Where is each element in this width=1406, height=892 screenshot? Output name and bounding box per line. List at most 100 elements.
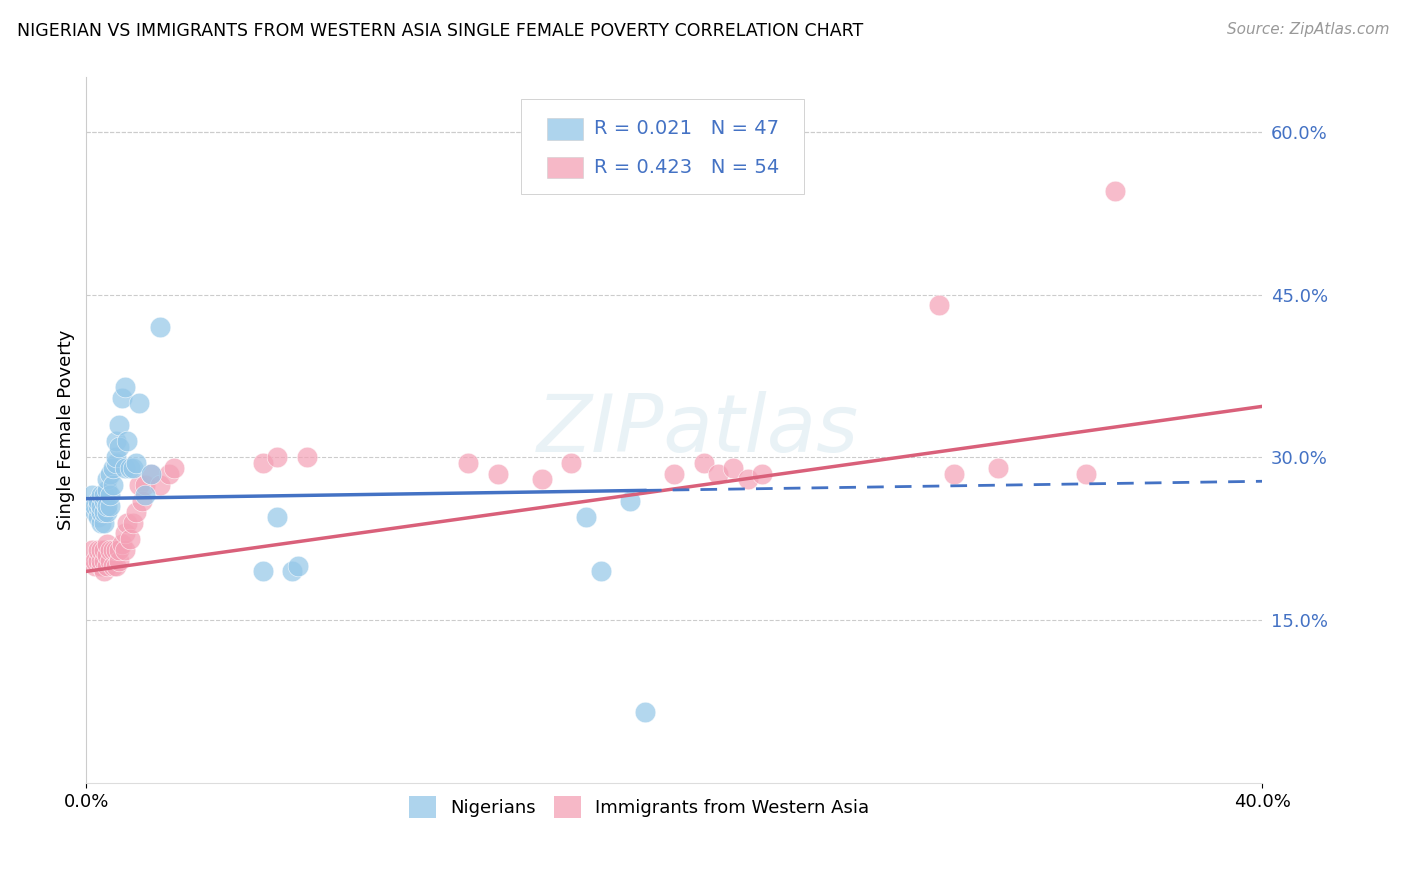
Point (104, 456, 127, 470)
Point (128, 477, 150, 491)
Point (117, 434, 139, 449)
Point (96, 537, 118, 551)
Point (98, 542, 121, 557)
Point (96, 505, 118, 519)
Point (1104, 185, 1126, 199)
Point (101, 461, 124, 475)
Point (252, 456, 274, 470)
Text: R = 0.423   N = 54: R = 0.423 N = 54 (595, 158, 779, 177)
Y-axis label: Single Female Poverty: Single Female Poverty (58, 330, 75, 531)
Point (93, 542, 115, 557)
Point (90, 558, 112, 573)
Point (114, 542, 136, 557)
Point (107, 417, 129, 432)
FancyBboxPatch shape (547, 119, 582, 139)
Point (107, 542, 129, 557)
Point (1074, 467, 1097, 481)
Point (98, 467, 121, 481)
Point (131, 493, 153, 508)
Point (486, 467, 509, 481)
Point (114, 526, 136, 541)
Point (101, 558, 124, 573)
Point (120, 461, 142, 475)
Point (619, 493, 641, 508)
Point (107, 553, 129, 567)
Point (987, 461, 1010, 475)
Point (104, 434, 127, 449)
Point (84, 500, 107, 514)
Point (98, 488, 121, 502)
Point (149, 320, 172, 334)
Point (128, 396, 150, 410)
Point (101, 477, 124, 491)
Point (163, 461, 186, 475)
Point (266, 510, 288, 524)
FancyBboxPatch shape (547, 157, 582, 178)
Point (737, 472, 759, 486)
Point (90, 516, 112, 530)
Point (96, 500, 118, 514)
Point (84, 505, 107, 519)
Point (90, 553, 112, 567)
Point (87, 553, 110, 567)
Point (114, 461, 136, 475)
Text: NIGERIAN VS IMMIGRANTS FROM WESTERN ASIA SINGLE FEMALE POVERTY CORRELATION CHART: NIGERIAN VS IMMIGRANTS FROM WESTERN ASIA… (17, 22, 863, 40)
Point (96, 548, 118, 562)
Point (101, 542, 124, 557)
Point (122, 516, 145, 530)
Point (530, 472, 553, 486)
Point (96, 558, 118, 573)
Point (98, 500, 121, 514)
Point (84, 553, 107, 567)
Point (110, 391, 132, 405)
Point (252, 565, 274, 579)
Text: ZIPatlas: ZIPatlas (537, 392, 859, 469)
Legend: Nigerians, Immigrants from Western Asia: Nigerians, Immigrants from Western Asia (401, 789, 877, 825)
Point (751, 467, 773, 481)
Point (928, 298, 950, 312)
Point (87, 510, 110, 524)
Point (664, 467, 686, 481)
Point (120, 532, 142, 546)
Point (93, 505, 115, 519)
Point (149, 477, 172, 491)
Point (707, 467, 730, 481)
Point (104, 558, 127, 573)
Point (93, 553, 115, 567)
Point (122, 461, 145, 475)
Point (96, 472, 118, 486)
Point (457, 456, 479, 470)
Point (634, 706, 657, 720)
Point (82, 542, 104, 557)
Point (942, 467, 965, 481)
Point (139, 467, 162, 481)
Point (90, 542, 112, 557)
Point (266, 450, 288, 465)
Point (90, 488, 112, 502)
Point (93, 493, 115, 508)
Point (692, 456, 714, 470)
Point (287, 558, 309, 573)
Point (721, 461, 744, 475)
Point (90, 505, 112, 519)
Point (125, 505, 148, 519)
Point (281, 565, 304, 579)
Point (96, 483, 118, 497)
Point (104, 450, 127, 465)
Point (134, 477, 156, 491)
Point (589, 565, 612, 579)
Point (93, 516, 115, 530)
Point (87, 542, 110, 557)
Point (107, 440, 129, 454)
Point (93, 488, 115, 502)
Point (84, 558, 107, 573)
Point (117, 516, 139, 530)
Point (87, 500, 110, 514)
Point (295, 450, 318, 465)
Point (114, 380, 136, 394)
Point (104, 542, 127, 557)
Point (98, 553, 121, 567)
Point (90, 500, 112, 514)
Point (560, 456, 582, 470)
Point (82, 488, 104, 502)
